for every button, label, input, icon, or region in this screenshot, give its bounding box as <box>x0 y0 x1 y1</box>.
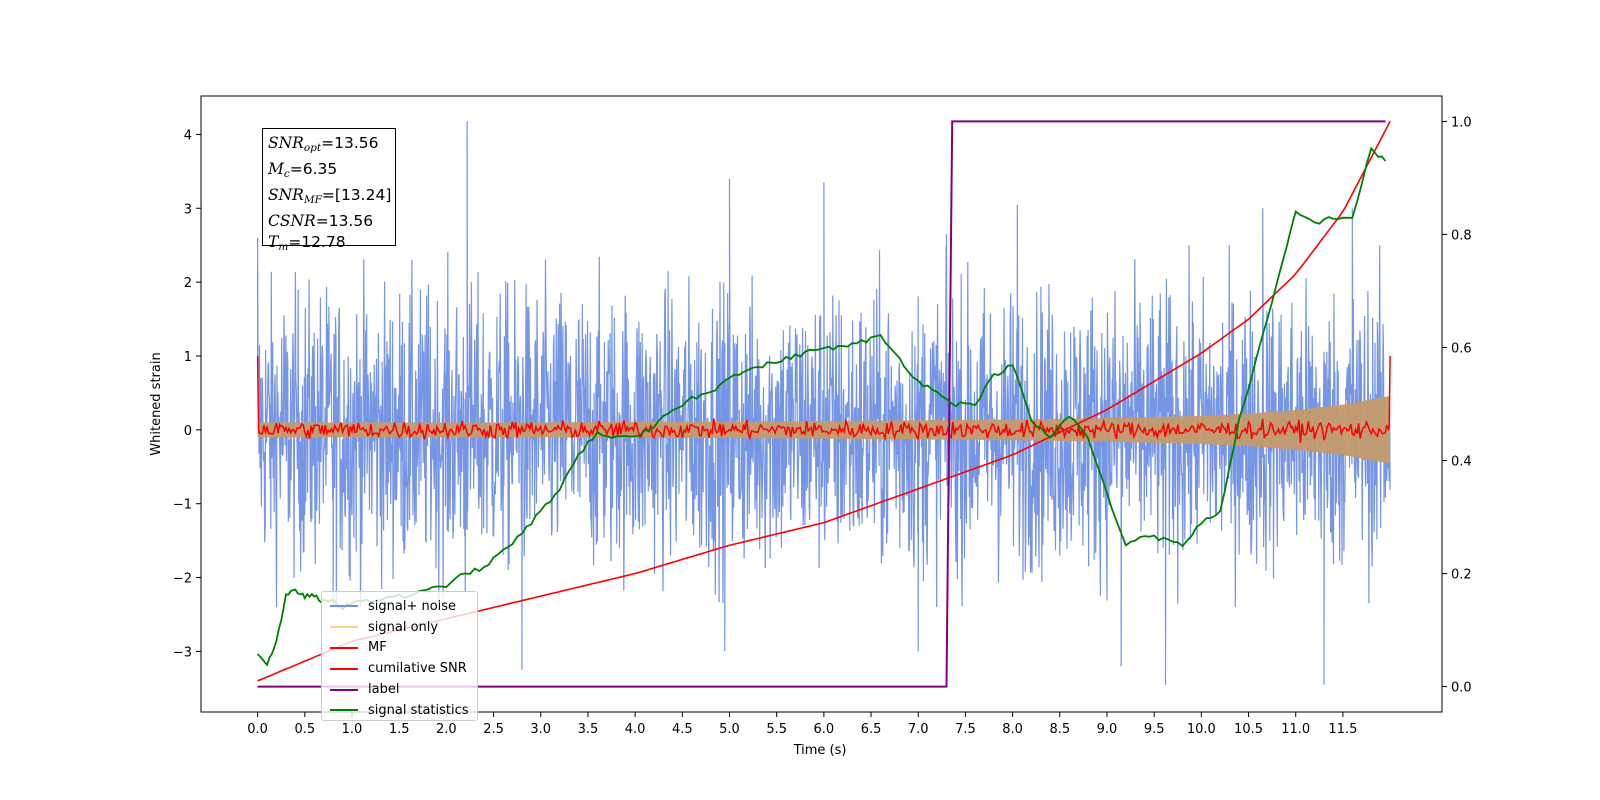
y2-tick-label: 0.6 <box>1451 341 1472 356</box>
legend-swatch <box>330 646 358 649</box>
x-tick-label: 0.0 <box>247 722 268 737</box>
x-tick-label: 3.5 <box>578 722 599 737</box>
x-tick-label: 5.0 <box>719 722 740 737</box>
y2-tick-label: 1.0 <box>1451 115 1472 130</box>
series-signal-only <box>257 395 1391 464</box>
legend-swatch <box>330 605 358 608</box>
x-tick-label: 8.0 <box>1002 722 1023 737</box>
y-tick-label: 3 <box>184 202 192 217</box>
info-tm: Tm=12.78 <box>268 233 346 253</box>
y-axis-label: Whitened strain <box>149 352 164 455</box>
y-tick-label: 1 <box>184 350 192 365</box>
x-tick-label: 11.5 <box>1328 722 1357 737</box>
y-tick-label: 4 <box>184 128 192 143</box>
info-snr-mf: SNRMF=[13.24] <box>268 186 392 206</box>
x-tick-label: 7.0 <box>908 722 929 737</box>
x-tick-label: 6.5 <box>861 722 882 737</box>
legend-label: label <box>368 682 400 698</box>
x-tick-label: 5.5 <box>766 722 787 737</box>
legend-item: label <box>328 679 477 700</box>
y-axis-ticks: −3 −2 −1 0 1 2 3 4 <box>173 128 201 660</box>
x-tick-label: 7.5 <box>955 722 976 737</box>
snr-info-box: SNRopt=13.56 Mc=6.35 SNRMF=[13.24] CSNR=… <box>262 128 396 253</box>
y-tick-label: −3 <box>173 645 192 660</box>
y-tick-label: −2 <box>173 572 192 587</box>
series-mf <box>256 355 1391 444</box>
plot-frame <box>200 95 1443 713</box>
legend-swatch <box>330 709 358 712</box>
x-tick-label: 10.0 <box>1187 722 1216 737</box>
x-tick-label: 3.0 <box>530 722 551 737</box>
x-tick-label: 6.0 <box>814 722 835 737</box>
series-label <box>257 120 1386 688</box>
series-signal-noise <box>257 121 1391 685</box>
x-tick-label: 10.5 <box>1234 722 1263 737</box>
x-tick-label: 2.0 <box>436 722 457 737</box>
info-csnr: CSNR=13.56 <box>268 212 374 230</box>
legend-label: cumilative SNR <box>368 661 467 677</box>
legend-swatch <box>330 688 358 691</box>
y2-tick-label: 0.0 <box>1451 681 1472 696</box>
info-mc: Mc=6.35 <box>268 160 338 180</box>
x-tick-label: 9.5 <box>1144 722 1165 737</box>
y-tick-label: 0 <box>184 424 192 439</box>
y2-tick-label: 0.8 <box>1451 228 1472 243</box>
y-tick-label: −1 <box>173 498 192 513</box>
legend-item: cumilative SNR <box>328 658 477 679</box>
x-tick-label: 4.5 <box>672 722 693 737</box>
x-tick-label: 11.0 <box>1281 722 1310 737</box>
legend-label: signal+ noise <box>368 598 457 614</box>
y-tick-label: 2 <box>184 276 192 291</box>
legend-label: signal only <box>368 619 439 635</box>
y2-tick-label: 0.2 <box>1451 568 1472 583</box>
legend-item: signal statistics <box>328 700 477 721</box>
y2-axis-ticks: 0.0 0.2 0.4 0.6 0.8 1.0 <box>1442 115 1472 696</box>
chart-legend: signal+ noise signal only MF cumilative … <box>321 591 478 721</box>
y2-tick-label: 0.4 <box>1451 455 1472 470</box>
legend-item: signal+ noise <box>328 596 477 617</box>
x-tick-label: 4.0 <box>625 722 646 737</box>
legend-item: MF <box>328 638 477 659</box>
x-tick-label: 2.5 <box>483 722 504 737</box>
legend-swatch <box>330 667 358 670</box>
info-snr-opt: SNRopt=13.56 <box>268 134 379 154</box>
legend-label: signal statistics <box>368 702 469 718</box>
x-tick-label: 8.5 <box>1049 722 1070 737</box>
x-axis-label: Time (s) <box>793 743 847 758</box>
x-tick-label: 0.5 <box>294 722 315 737</box>
x-tick-label: 1.5 <box>389 722 410 737</box>
x-tick-label: 9.0 <box>1097 722 1118 737</box>
legend-item: signal only <box>328 617 477 638</box>
x-axis-ticks: 0.0 0.5 1.0 1.5 2.0 2.5 3.0 3.5 4.0 4.5 5.0 5.5 6.0 6… <box>247 712 1357 737</box>
x-tick-label: 1.0 <box>342 722 363 737</box>
legend-label: MF <box>368 640 387 656</box>
legend-swatch <box>330 626 358 629</box>
